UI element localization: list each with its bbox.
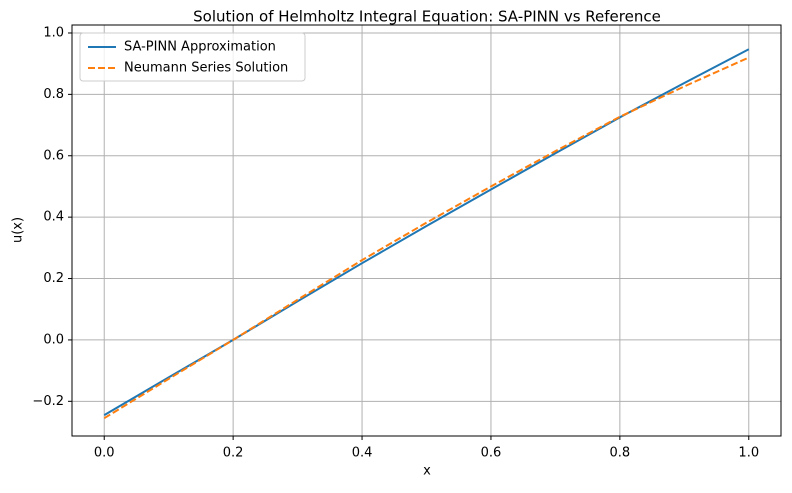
- x-tick-label: 0.2: [223, 446, 244, 461]
- y-tick-label: 0.8: [43, 87, 64, 102]
- x-tick-label: 0.4: [352, 446, 373, 461]
- y-tick-label: 1.0: [43, 25, 64, 40]
- x-tick-label: 1.0: [738, 446, 759, 461]
- y-tick-label: −0.2: [32, 394, 64, 409]
- y-tick-label: 0.6: [43, 148, 64, 163]
- y-tick-label: 0.0: [43, 332, 64, 347]
- legend-label: SA-PINN Approximation: [124, 40, 276, 55]
- chart-title: Solution of Helmholtz Integral Equation:…: [193, 8, 661, 26]
- plot-frame: [71, 24, 782, 437]
- series-line: [103, 56, 750, 420]
- legend-box: [79, 32, 306, 82]
- x-tick-label: 0.6: [481, 446, 502, 461]
- x-tick-label: 0.8: [610, 446, 631, 461]
- y-axis-label: u(x): [11, 217, 26, 243]
- legend-label: Neumann Series Solution: [124, 61, 288, 76]
- y-tick-label: 0.4: [43, 210, 64, 225]
- x-tick-label: 0.0: [94, 446, 115, 461]
- y-tick-label: 0.2: [43, 271, 64, 286]
- x-axis-label: x: [423, 464, 431, 479]
